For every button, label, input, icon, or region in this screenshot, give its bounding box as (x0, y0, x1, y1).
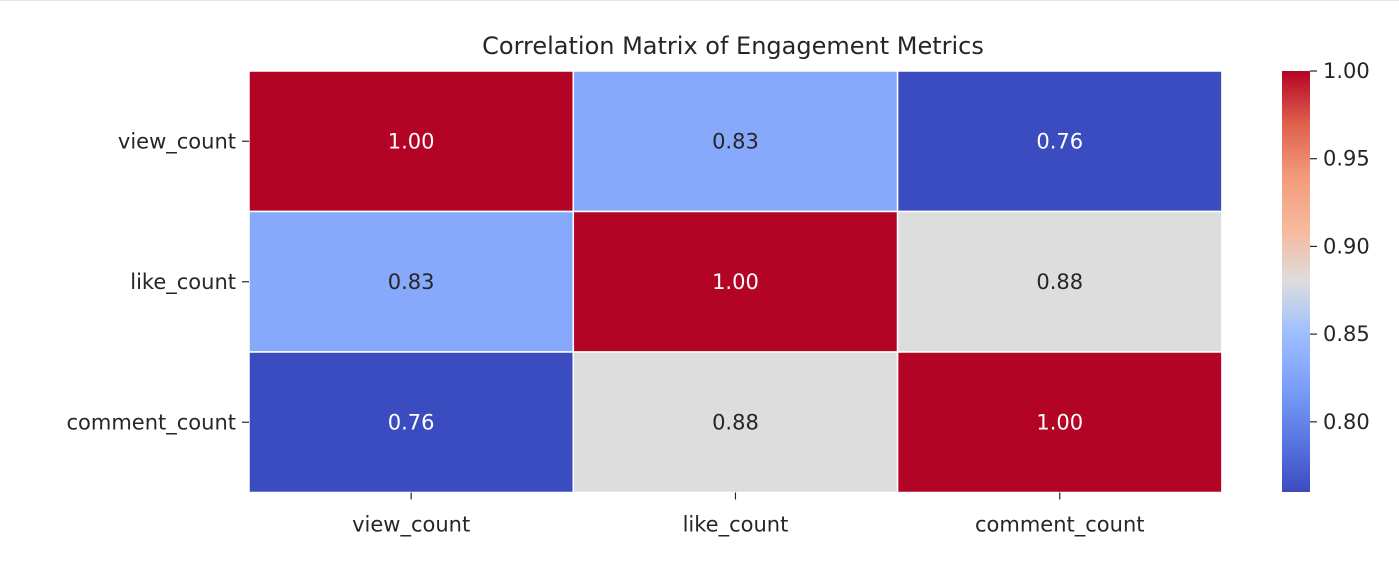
heatmap-cells: 1.00 0.83 0.76 0.83 1.00 0.88 0.76 0.88 1.00 (248, 70, 1223, 494)
cell-label: 0.76 (388, 410, 435, 434)
cell-label: 0.76 (1036, 129, 1083, 153)
x-tick-label: comment_count (975, 513, 1145, 538)
x-tick-label: like_count (683, 513, 789, 538)
top-border (0, 0, 1399, 1)
heatmap-cell (572, 351, 899, 494)
cell-label: 0.83 (388, 270, 435, 294)
chart-title: Correlation Matrix of Engagement Metrics (482, 32, 984, 60)
y-tick-label: like_count (130, 270, 236, 295)
y-tick-label: view_count (118, 129, 236, 154)
y-tick-label: comment_count (66, 410, 236, 435)
colorbar-tick-label: 1.00 (1323, 59, 1370, 83)
heatmap-cell (248, 70, 575, 213)
colorbar (1282, 71, 1310, 492)
heatmap-cell (572, 70, 899, 213)
x-tick-label: view_count (352, 513, 470, 538)
cell-label: 1.00 (388, 129, 435, 153)
cell-label: 0.83 (712, 129, 759, 153)
cell-label: 1.00 (1036, 410, 1083, 434)
heatmap-cell (896, 351, 1223, 494)
colorbar-tick-label: 0.80 (1323, 410, 1370, 434)
colorbar-ticks: 0.80 0.85 0.90 0.95 1.00 (1310, 59, 1370, 434)
heatmap-cell (896, 70, 1223, 213)
cell-label: 0.88 (1036, 270, 1083, 294)
colorbar-tick-label: 0.95 (1323, 147, 1370, 171)
colorbar-tick-label: 0.90 (1323, 234, 1370, 258)
cell-label: 1.00 (712, 270, 759, 294)
y-axis-ticks: view_count like_count comment_count (66, 129, 249, 435)
cell-label: 0.88 (712, 410, 759, 434)
colorbar-tick-label: 0.85 (1323, 322, 1370, 346)
x-axis-ticks: view_count like_count comment_count (352, 492, 1145, 538)
